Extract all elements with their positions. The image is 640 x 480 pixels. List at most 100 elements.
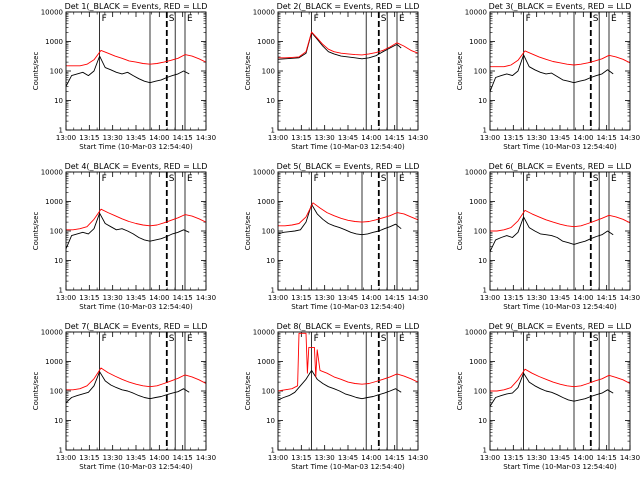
y-tick-label: 10 bbox=[54, 417, 63, 425]
series-line-events bbox=[277, 203, 402, 236]
y-tick-label: 1 bbox=[271, 287, 275, 295]
y-tick-label: 10000 bbox=[253, 9, 275, 17]
x-tick-label: 14:00 bbox=[361, 294, 381, 302]
plot-frame bbox=[65, 171, 207, 291]
series-line-lld bbox=[66, 208, 207, 231]
x-tick-label: 13:30 bbox=[527, 454, 547, 462]
chart-panel-9: Det 9(_BLACK = Events, RED = LLD Counts/s… bbox=[456, 322, 640, 471]
y-tick-label: 10000 bbox=[465, 169, 487, 177]
x-tick-label: 14:30 bbox=[408, 454, 428, 462]
marker-label: F bbox=[314, 174, 319, 184]
x-tick-label: 13:30 bbox=[527, 134, 547, 142]
marker-label: E bbox=[399, 14, 405, 24]
y-tick-label: 10 bbox=[266, 417, 275, 425]
chart-panel-5: Det 5(_BLACK = Events, RED = LLD Counts/s… bbox=[244, 162, 428, 311]
y-tick-label: 10000 bbox=[465, 329, 487, 337]
y-tick-label: 1 bbox=[59, 287, 63, 295]
x-tick-label: 14:15 bbox=[385, 134, 405, 142]
y-tick-label: 1000 bbox=[257, 198, 275, 206]
x-tick-label: 13:30 bbox=[527, 294, 547, 302]
y-axis-label: Counts/sec bbox=[244, 52, 252, 91]
x-tick-label: 14:00 bbox=[149, 294, 169, 302]
chart-panel-1: Det 1(_BLACK = Events, RED = LLD Counts/s… bbox=[32, 2, 216, 151]
x-tick-label: 14:15 bbox=[173, 454, 193, 462]
y-tick-label: 10000 bbox=[41, 169, 63, 177]
y-axis-label: Counts/sec bbox=[32, 52, 40, 91]
x-tick-label: 13:45 bbox=[338, 294, 358, 302]
series-line-lld bbox=[66, 49, 207, 67]
y-tick-label: 1000 bbox=[469, 358, 487, 366]
y-axis-label: Counts/sec bbox=[456, 52, 464, 91]
x-tick-label: 13:00 bbox=[56, 134, 76, 142]
x-tick-label: 13:15 bbox=[79, 134, 99, 142]
x-tick-label: 14:15 bbox=[597, 294, 617, 302]
plot-frame bbox=[277, 11, 419, 131]
y-axis-label: Counts/sec bbox=[456, 372, 464, 411]
y-tick-label: 10000 bbox=[465, 9, 487, 17]
x-tick-label: 13:15 bbox=[503, 294, 523, 302]
marker-label: S bbox=[169, 174, 175, 184]
series-line-lld bbox=[278, 31, 419, 59]
x-axis-label: Start Time (10-Mar-03 12:54:40) bbox=[291, 303, 405, 311]
x-axis-label: Start Time (10-Mar-03 12:54:40) bbox=[291, 463, 405, 471]
chart-title: Det 1(_BLACK = Events, RED = LLD bbox=[65, 2, 208, 11]
chart-panel-7: Det 7(_BLACK = Events, RED = LLD Counts/s… bbox=[32, 322, 216, 471]
y-tick-label: 1000 bbox=[257, 38, 275, 46]
x-tick-label: 14:00 bbox=[149, 454, 169, 462]
x-tick-label: 13:30 bbox=[315, 454, 335, 462]
y-axis-label: Counts/sec bbox=[32, 212, 40, 251]
y-tick-label: 1000 bbox=[257, 358, 275, 366]
x-tick-label: 14:30 bbox=[408, 134, 428, 142]
series-line-lld bbox=[490, 368, 631, 392]
y-tick-label: 10 bbox=[478, 257, 487, 265]
chart-panel-8: Det 8(_BLACK = Events, RED = LLD Counts/s… bbox=[244, 322, 428, 471]
x-tick-label: 13:15 bbox=[291, 134, 311, 142]
x-tick-label: 13:00 bbox=[56, 454, 76, 462]
x-tick-label: 13:00 bbox=[480, 134, 500, 142]
x-tick-label: 13:45 bbox=[126, 294, 146, 302]
y-tick-label: 100 bbox=[262, 228, 275, 236]
x-axis-label: Start Time (10-Mar-03 12:54:40) bbox=[79, 463, 193, 471]
chart-title: Det 3(_BLACK = Events, RED = LLD bbox=[489, 2, 632, 11]
chart-panel-3: Det 3(_BLACK = Events, RED = LLD Counts/s… bbox=[456, 2, 640, 151]
marker-label: E bbox=[187, 14, 193, 24]
x-tick-label: 13:00 bbox=[56, 294, 76, 302]
y-tick-label: 100 bbox=[50, 228, 63, 236]
x-tick-label: 14:00 bbox=[361, 454, 381, 462]
x-axis-label: Start Time (10-Mar-03 12:54:40) bbox=[503, 463, 617, 471]
x-tick-label: 13:45 bbox=[338, 454, 358, 462]
chart-title: Det 6(_BLACK = Events, RED = LLD bbox=[489, 162, 632, 171]
x-tick-label: 13:00 bbox=[268, 294, 288, 302]
marker-label: S bbox=[381, 174, 387, 184]
x-tick-label: 13:45 bbox=[550, 294, 570, 302]
marker-label: E bbox=[399, 334, 405, 344]
x-tick-label: 14:30 bbox=[620, 454, 640, 462]
y-tick-label: 100 bbox=[474, 68, 487, 76]
y-tick-label: 10 bbox=[478, 417, 487, 425]
chart-title: Det 4(_BLACK = Events, RED = LLD bbox=[65, 162, 208, 171]
marker-label: F bbox=[102, 334, 107, 344]
x-tick-label: 13:30 bbox=[103, 454, 123, 462]
y-tick-label: 100 bbox=[262, 388, 275, 396]
x-tick-label: 14:15 bbox=[173, 134, 193, 142]
x-tick-label: 13:30 bbox=[315, 294, 335, 302]
x-tick-label: 13:45 bbox=[550, 454, 570, 462]
y-tick-label: 1000 bbox=[45, 198, 63, 206]
marker-label: F bbox=[102, 174, 107, 184]
x-tick-label: 14:00 bbox=[573, 294, 593, 302]
y-axis-label: Counts/sec bbox=[244, 372, 252, 411]
y-tick-label: 1000 bbox=[469, 38, 487, 46]
x-tick-label: 13:15 bbox=[503, 134, 523, 142]
x-tick-label: 13:30 bbox=[103, 294, 123, 302]
x-axis-label: Start Time (10-Mar-03 12:54:40) bbox=[503, 303, 617, 311]
x-tick-label: 14:15 bbox=[173, 294, 193, 302]
marker-label: S bbox=[593, 14, 599, 24]
chart-title: Det 9(_BLACK = Events, RED = LLD bbox=[489, 322, 632, 331]
marker-label: F bbox=[526, 14, 531, 24]
x-tick-label: 14:00 bbox=[361, 134, 381, 142]
chart-panel-4: Det 4(_BLACK = Events, RED = LLD Counts/s… bbox=[32, 162, 216, 311]
x-tick-label: 13:00 bbox=[268, 134, 288, 142]
x-tick-label: 14:00 bbox=[573, 134, 593, 142]
marker-label: S bbox=[381, 14, 387, 24]
